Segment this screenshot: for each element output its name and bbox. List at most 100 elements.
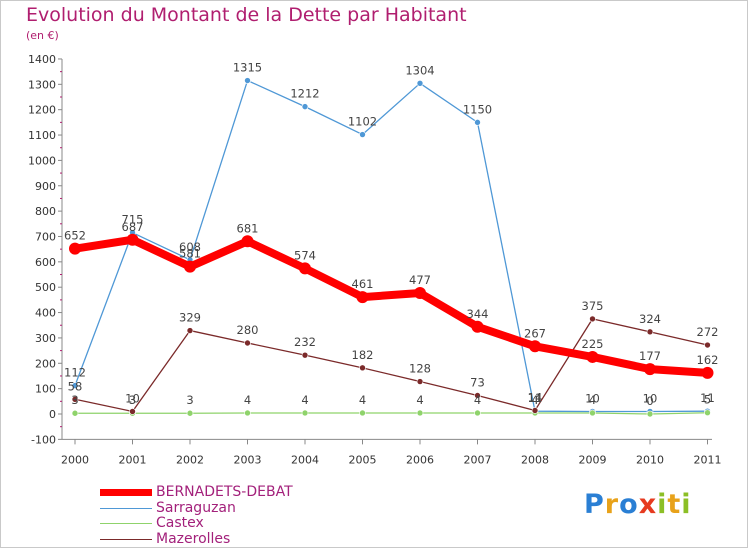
data-label: 375 bbox=[582, 299, 604, 313]
data-point bbox=[356, 291, 369, 304]
y-tick-label: 300 bbox=[35, 332, 56, 345]
y-tick-label: 1000 bbox=[28, 154, 56, 167]
data-point bbox=[416, 409, 424, 417]
data-point bbox=[129, 408, 136, 415]
legend-swatch bbox=[100, 488, 152, 496]
legend-label: BERNADETS-DEBAT bbox=[156, 484, 293, 500]
data-point bbox=[416, 378, 424, 385]
legend-item: Sarraguzan bbox=[100, 500, 236, 516]
data-label: 14 bbox=[528, 390, 543, 404]
data-label: 225 bbox=[582, 337, 604, 351]
x-tick-label: 2003 bbox=[234, 453, 262, 466]
legend-label: Mazerolles bbox=[156, 531, 231, 547]
data-point bbox=[644, 363, 656, 376]
chart-title: Evolution du Montant de la Dette par Hab… bbox=[26, 4, 467, 26]
x-tick-label: 2005 bbox=[349, 453, 377, 466]
data-label: 4 bbox=[301, 393, 308, 407]
data-point bbox=[301, 351, 309, 359]
data-label: 3 bbox=[71, 393, 78, 407]
logo-letter: i bbox=[657, 489, 668, 520]
chart-subtitle: (en €) bbox=[26, 29, 59, 42]
y-tick-label: 700 bbox=[35, 230, 56, 243]
data-label: 5 bbox=[704, 393, 711, 407]
data-point bbox=[416, 80, 424, 87]
data-point bbox=[71, 382, 79, 389]
data-point bbox=[299, 262, 311, 275]
y-tick-label: 1300 bbox=[28, 78, 56, 91]
data-label: 11 bbox=[700, 391, 715, 405]
legend-item: BERNADETS-DEBAT bbox=[100, 484, 293, 500]
data-point bbox=[359, 364, 366, 372]
data-point bbox=[646, 410, 654, 418]
data-point bbox=[586, 350, 599, 363]
data-label: 128 bbox=[409, 362, 431, 376]
data-label: 0 bbox=[646, 394, 653, 408]
data-label: 280 bbox=[237, 323, 259, 337]
x-tick-label: 2002 bbox=[176, 453, 204, 466]
x-tick-label: 2008 bbox=[521, 453, 549, 466]
data-label: 4 bbox=[359, 393, 366, 407]
data-label: 1102 bbox=[348, 115, 377, 129]
x-tick-label: 2000 bbox=[61, 453, 89, 466]
data-point bbox=[531, 407, 539, 414]
data-point bbox=[704, 409, 711, 417]
y-tick-label: 500 bbox=[35, 281, 56, 294]
data-label: 1150 bbox=[463, 102, 492, 116]
data-label: 581 bbox=[179, 247, 201, 261]
data-label: 58 bbox=[68, 379, 83, 393]
data-label: 477 bbox=[409, 273, 431, 287]
logo-letter: x bbox=[638, 489, 658, 520]
y-tick-label: 1400 bbox=[28, 53, 56, 66]
data-label: 681 bbox=[237, 221, 259, 235]
data-point bbox=[301, 103, 309, 110]
data-point bbox=[414, 287, 426, 300]
data-point bbox=[359, 409, 366, 417]
data-label: 4 bbox=[589, 393, 596, 407]
data-label: 267 bbox=[524, 326, 546, 340]
y-tick-label: 800 bbox=[35, 205, 56, 218]
legend-swatch bbox=[100, 507, 152, 509]
data-label: 73 bbox=[470, 375, 485, 389]
data-point bbox=[241, 235, 254, 248]
y-tick-label: 1100 bbox=[28, 129, 56, 142]
x-tick-label: 2010 bbox=[636, 453, 664, 466]
x-tick-label: 2004 bbox=[291, 453, 319, 466]
data-label: 574 bbox=[294, 248, 316, 262]
data-point bbox=[186, 327, 194, 334]
logo-letter: r bbox=[604, 489, 620, 520]
y-tick-label: 100 bbox=[35, 383, 56, 396]
data-label: 4 bbox=[416, 393, 423, 407]
data-point bbox=[704, 341, 711, 349]
data-label: 4 bbox=[244, 393, 251, 407]
data-point bbox=[244, 339, 251, 347]
data-label: 1315 bbox=[233, 61, 262, 75]
data-label: 3 bbox=[186, 393, 193, 407]
data-point bbox=[474, 409, 481, 417]
data-point bbox=[186, 409, 194, 417]
data-label: 3 bbox=[129, 393, 136, 407]
data-point bbox=[69, 242, 81, 255]
data-label: 1212 bbox=[290, 87, 319, 101]
data-label: 10 bbox=[125, 391, 140, 405]
data-point bbox=[474, 392, 481, 399]
data-point bbox=[359, 131, 366, 138]
data-label: 4 bbox=[474, 393, 481, 407]
data-point bbox=[701, 366, 714, 379]
x-tick-label: 2006 bbox=[406, 453, 434, 466]
data-label: 344 bbox=[467, 307, 489, 321]
data-label: 112 bbox=[64, 366, 86, 380]
data-point bbox=[71, 395, 79, 403]
legend-swatch bbox=[100, 538, 152, 540]
data-point bbox=[529, 340, 541, 353]
y-tick-label: 1200 bbox=[28, 104, 56, 117]
data-label: 10 bbox=[585, 391, 600, 405]
legend-label: Castex bbox=[156, 515, 204, 531]
y-tick-label: 900 bbox=[35, 180, 56, 193]
data-label: 232 bbox=[294, 335, 316, 349]
x-tick-label: 2009 bbox=[579, 453, 607, 466]
y-tick-label: 600 bbox=[35, 256, 56, 269]
data-label: 4 bbox=[531, 393, 538, 407]
data-label: 1304 bbox=[405, 63, 434, 77]
legend-label: Sarraguzan bbox=[156, 500, 236, 516]
